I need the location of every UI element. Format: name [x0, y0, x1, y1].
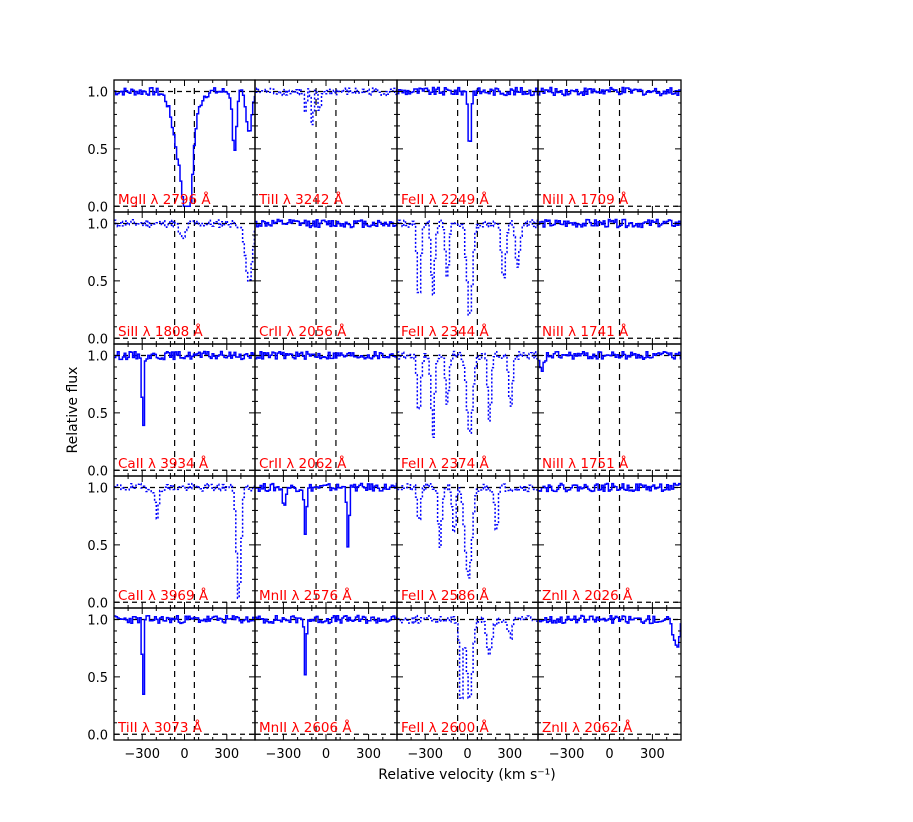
y-tick-label: 1.0 [87, 217, 108, 232]
y-tick-label: 0.0 [87, 596, 108, 611]
panel-17: TiII λ 3073 Å 0.0 0.5 1.0 −300 0 300 [87, 607, 256, 762]
panel-label: CrII λ 2062 Å [259, 455, 347, 472]
panel-label: NiII λ 1741 Å [542, 323, 629, 340]
x-tick-label: −300 [407, 747, 443, 762]
panel-label: FeII λ 2600 Å [401, 719, 490, 736]
spectrum-line [114, 350, 255, 427]
panel-label: FeII λ 2344 Å [401, 323, 490, 340]
spectrum-line [255, 350, 397, 360]
panel-1: MgII λ 2796 Å 0.0 0.5 1.0 [87, 79, 256, 215]
spectrum-line [114, 219, 255, 282]
y-tick-label: 1.0 [87, 613, 108, 628]
y-tick-label: 0.5 [87, 407, 108, 422]
panel-8: NiII λ 1741 Å [537, 211, 682, 345]
y-tick-label: 1.0 [87, 481, 108, 496]
spectrum-line [255, 614, 397, 676]
y-tick-label: 0.0 [87, 728, 108, 743]
spectrum-line [397, 86, 538, 143]
panel-4: NiII λ 1709 Å [537, 79, 682, 213]
panel-14: MnII λ 2576 Å [254, 475, 398, 609]
x-tick-label: 300 [356, 747, 381, 762]
panel-label: FeII λ 2586 Å [401, 587, 490, 604]
y-tick-label: 0.0 [87, 464, 108, 479]
spectrum-line [538, 218, 681, 229]
x-tick-label: −300 [266, 747, 302, 762]
panel-5: SiII λ 1808 Å 0.0 0.5 1.0 [87, 211, 256, 347]
spectrum-line [397, 350, 538, 438]
y-tick-label: 0.0 [87, 332, 108, 347]
panel-18: MnII λ 2606 Å −300 0 300 [254, 607, 398, 762]
panel-label: TiII λ 3073 Å [117, 719, 203, 736]
panel-label: CaII λ 3969 Å [118, 587, 209, 604]
spectrum-line [255, 87, 397, 126]
panel-13: CaII λ 3969 Å 0.0 0.5 1.0 [87, 475, 256, 611]
panel-11: FeII λ 2374 Å [396, 343, 539, 477]
x-tick-label: −300 [549, 747, 585, 762]
spectrum-line [114, 614, 255, 695]
x-tick-label: 0 [180, 747, 188, 762]
x-tick-label: 0 [322, 747, 330, 762]
panel-19: FeII λ 2600 Å −300 0 300 [396, 607, 539, 762]
x-tick-label: 300 [497, 747, 522, 762]
spectrum-line [114, 87, 255, 208]
panel-label: SiII λ 1808 Å [118, 323, 204, 340]
y-tick-label: 0.0 [87, 200, 108, 215]
spectrum-line [397, 482, 538, 579]
spectrum-line [538, 614, 681, 648]
panel-grid: MgII λ 2796 Å 0.0 0.5 1.0 TiII λ 3242 Å FeII … [87, 79, 682, 762]
panel-label: MnII λ 2576 Å [259, 587, 352, 604]
panel-label: FeII λ 2374 Å [401, 455, 490, 472]
panel-label: ZnII λ 2062 Å [542, 719, 633, 736]
panel-label: ZnII λ 2026 Å [542, 587, 633, 604]
panel-label: MgII λ 2796 Å [118, 191, 211, 208]
y-axis-label: Relative flux [65, 367, 81, 454]
panel-7: FeII λ 2344 Å [396, 211, 539, 345]
panel-label: NiII λ 1751 Å [542, 455, 629, 472]
y-tick-label: 0.5 [87, 539, 108, 554]
spectrum-line [538, 86, 681, 97]
panel-6: CrII λ 2056 Å [254, 211, 398, 345]
panel-label: FeII λ 2249 Å [401, 191, 490, 208]
panel-3: FeII λ 2249 Å [396, 79, 539, 213]
y-tick-label: 0.5 [87, 671, 108, 686]
y-tick-label: 0.5 [87, 275, 108, 290]
x-tick-label: 0 [605, 747, 613, 762]
x-axis-label: Relative velocity (km s⁻¹) [378, 767, 556, 783]
spectrum-line [255, 218, 397, 229]
panel-2: TiII λ 3242 Å [254, 79, 398, 213]
spectrum-line [538, 482, 681, 493]
panel-10: CrII λ 2062 Å [254, 343, 398, 477]
spectrum-line [397, 614, 538, 700]
spectrum-line [397, 219, 538, 316]
panel-label: NiII λ 1709 Å [542, 191, 629, 208]
spectrum-line [255, 482, 397, 548]
y-tick-label: 0.5 [87, 143, 108, 158]
panel-15: FeII λ 2586 Å [396, 475, 539, 609]
panel-label: CaII λ 3934 Å [118, 455, 209, 472]
x-tick-label: 0 [463, 747, 471, 762]
x-tick-label: 300 [214, 747, 239, 762]
panel-label: MnII λ 2606 Å [259, 719, 352, 736]
spectrum-line [114, 482, 255, 599]
y-tick-label: 1.0 [87, 349, 108, 364]
x-tick-label: −300 [124, 747, 160, 762]
panel-label: TiII λ 3242 Å [258, 191, 344, 208]
panel-20: ZnII λ 2062 Å −300 0 300 [537, 607, 682, 762]
panel-16: ZnII λ 2026 Å [537, 475, 682, 609]
y-tick-label: 1.0 [87, 85, 108, 100]
panel-9: CaII λ 3934 Å 0.0 0.5 1.0 [87, 343, 256, 479]
panel-label: CrII λ 2056 Å [259, 323, 347, 340]
spectrum-line [538, 350, 681, 372]
panel-12: NiII λ 1751 Å [537, 343, 682, 477]
x-tick-label: 300 [640, 747, 665, 762]
